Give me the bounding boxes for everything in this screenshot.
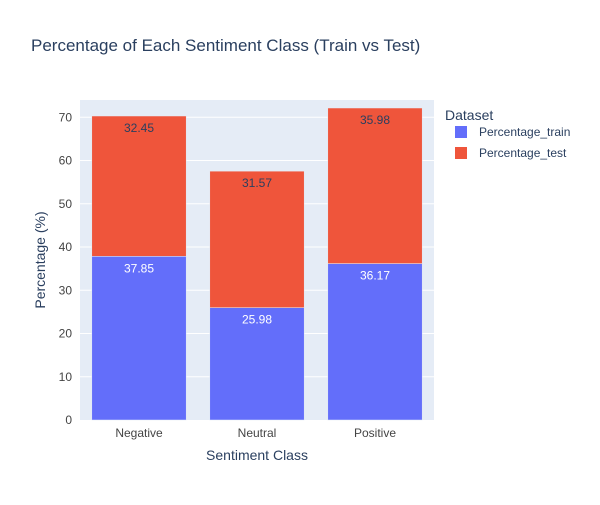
bar-value-label: 32.45: [124, 121, 154, 135]
bars: [91, 107, 423, 421]
x-tick-label: Negative: [115, 426, 163, 440]
bar-test-negative: [91, 115, 187, 257]
bar-value-label: 35.98: [360, 113, 390, 127]
y-axis-ticks: 0 10 20 30 40 50 60 70: [59, 110, 73, 427]
x-tick-label: Positive: [354, 426, 396, 440]
y-tick-label: 10: [59, 370, 73, 384]
y-tick-label: 0: [65, 413, 72, 427]
y-tick-label: 30: [59, 283, 73, 297]
chart-title: Percentage of Each Sentiment Class (Trai…: [31, 36, 420, 55]
bar-train-neutral: [209, 307, 305, 421]
legend: Dataset Percentage_train Percentage_test: [445, 107, 570, 160]
x-tick-label: Neutral: [238, 426, 277, 440]
bar-test-positive: [327, 107, 423, 264]
y-tick-label: 50: [59, 197, 73, 211]
x-axis-ticks: Negative Neutral Positive: [115, 426, 396, 440]
y-axis-label: Percentage (%): [32, 211, 48, 308]
legend-swatch-train: [455, 126, 467, 138]
bar-labels: 37.85 32.45 25.98 31.57 36.17 35.98: [124, 113, 390, 327]
bar-test-neutral: [209, 170, 305, 308]
y-tick-label: 20: [59, 327, 73, 341]
y-tick-label: 40: [59, 240, 73, 254]
legend-items: Percentage_train Percentage_test: [455, 125, 570, 160]
bar-train-negative: [91, 256, 187, 421]
y-tick-label: 60: [59, 154, 73, 168]
legend-swatch-test: [455, 147, 467, 159]
bar-value-label: 25.98: [242, 313, 272, 327]
legend-title: Dataset: [445, 107, 493, 123]
x-axis-label: Sentiment Class: [206, 447, 308, 463]
bar-value-label: 31.57: [242, 176, 272, 190]
legend-label: Percentage_train: [479, 125, 570, 139]
y-tick-label: 70: [59, 110, 73, 124]
legend-label: Percentage_test: [479, 146, 567, 160]
bar-value-label: 36.17: [360, 269, 390, 283]
bar-train-positive: [327, 263, 423, 421]
bar-value-label: 37.85: [124, 261, 154, 275]
